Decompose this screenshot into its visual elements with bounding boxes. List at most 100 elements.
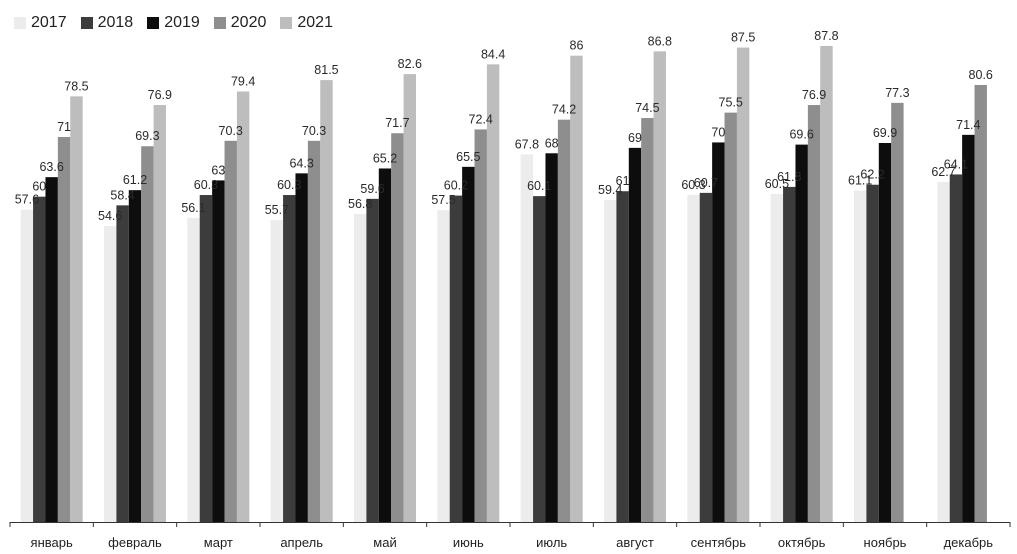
value-label: 63 — [211, 163, 225, 177]
bar-2017-1 — [20, 209, 34, 522]
value-label: 74.5 — [635, 101, 659, 115]
category-labels-layer: январь февраль март апрель май июнь июль август… — [31, 535, 994, 550]
bar-2017-11 — [854, 190, 867, 522]
bar-2017-7 — [520, 154, 534, 522]
bar-2020-10 — [807, 105, 821, 522]
value-label: 77.3 — [885, 86, 909, 100]
value-label: 75.5 — [719, 96, 743, 110]
bar-2019-7 — [545, 153, 558, 523]
bar-2019-11 — [878, 142, 892, 523]
value-label: 65.5 — [456, 150, 480, 164]
bar-2018-2 — [116, 205, 129, 522]
bar-2021-5 — [403, 74, 416, 523]
bar-2019-8 — [628, 147, 642, 522]
value-label: 69.9 — [873, 126, 897, 140]
value-label: 60.5 — [765, 177, 789, 191]
legend-item-2020: 2020 — [213, 15, 266, 31]
bar-2019-5 — [378, 168, 392, 522]
bars-layer — [20, 45, 987, 523]
value-label: 57.5 — [431, 193, 455, 207]
value-label: 60.3 — [277, 178, 301, 192]
bar-2018-9 — [699, 192, 713, 522]
bar-2018-3 — [199, 195, 213, 523]
legend-item-2018: 2018 — [80, 15, 133, 31]
value-label: 71 — [57, 120, 71, 134]
bar-2020-12 — [974, 84, 987, 522]
category-label: август — [616, 535, 654, 550]
bar-2018-1 — [33, 196, 46, 523]
value-label: 69.3 — [135, 129, 159, 143]
value-label: 60.7 — [694, 176, 718, 190]
value-label: 64.3 — [289, 156, 313, 170]
bar-2018-10 — [783, 186, 796, 522]
value-label: 70 — [711, 125, 725, 139]
legend-label: 2017 — [31, 14, 67, 31]
bar-2019-1 — [45, 177, 58, 522]
bar-2020-2 — [141, 146, 154, 523]
bar-2020-3 — [224, 140, 237, 522]
value-label: 61.1 — [848, 174, 872, 188]
bar-2020-9 — [724, 112, 737, 523]
value-label: 59.4 — [598, 183, 622, 197]
bar-2021-1 — [70, 96, 83, 523]
value-label: 60.2 — [444, 179, 468, 193]
value-label: 60.3 — [681, 178, 705, 192]
value-label: 67.8 — [515, 137, 539, 151]
bar-2020-4 — [307, 140, 321, 522]
bar-2019-6 — [462, 166, 475, 522]
bar-2018-6 — [449, 195, 463, 522]
category-label: март — [204, 535, 233, 550]
legend-item-2017: 2017 — [14, 15, 67, 31]
legend-label: 2021 — [297, 14, 333, 31]
value-label: 60 — [32, 180, 46, 194]
value-label: 61.2 — [123, 173, 147, 187]
value-label: 79.4 — [231, 74, 255, 88]
bar-2021-7 — [570, 55, 583, 522]
legend-swatch — [213, 17, 226, 29]
value-label: 71.4 — [956, 118, 980, 132]
category-label: январь — [31, 535, 73, 550]
value-label: 84.4 — [481, 47, 505, 61]
value-label: 86 — [570, 39, 584, 53]
value-label: 74.2 — [552, 103, 576, 117]
bar-2019-10 — [795, 144, 808, 523]
category-label: сентябрь — [691, 535, 747, 550]
value-label: 62.7 — [931, 165, 955, 179]
legend-swatch — [80, 17, 93, 29]
bar-2021-8 — [653, 51, 666, 522]
value-label: 54.6 — [98, 209, 122, 223]
value-label: 70.3 — [219, 124, 243, 138]
value-label: 56.1 — [181, 201, 205, 215]
legend-item-2019: 2019 — [147, 15, 200, 31]
bar-2018-11 — [866, 184, 879, 523]
value-label: 57.6 — [15, 193, 39, 207]
bar-2021-9 — [736, 47, 750, 523]
bar-2017-10 — [770, 193, 784, 522]
bar-2017-4 — [270, 219, 284, 523]
bar-2020-7 — [557, 119, 571, 523]
value-label: 69 — [628, 131, 642, 145]
legend-label: 2019 — [164, 14, 200, 31]
value-label: 61.8 — [777, 170, 801, 184]
value-label: 71.7 — [385, 116, 409, 130]
bar-2019-9 — [712, 142, 725, 522]
value-label: 80.6 — [969, 68, 993, 82]
category-label: февраль — [108, 535, 162, 550]
bar-2019-3 — [212, 180, 225, 522]
value-label: 87.5 — [731, 31, 755, 45]
value-label: 82.6 — [398, 57, 422, 71]
value-label: 60.1 — [527, 179, 551, 193]
bar-2018-12 — [949, 174, 963, 522]
bar-2020-6 — [474, 129, 487, 522]
value-label: 61 — [616, 174, 630, 188]
bar-2018-5 — [366, 198, 379, 522]
value-label: 68 — [545, 136, 559, 150]
value-label: 56.8 — [348, 197, 372, 211]
category-label: декабрь — [944, 535, 994, 550]
value-label: 76.9 — [148, 88, 172, 102]
category-label: ноябрь — [864, 535, 907, 550]
value-label: 78.5 — [64, 79, 88, 93]
bar-2017-5 — [354, 214, 367, 522]
